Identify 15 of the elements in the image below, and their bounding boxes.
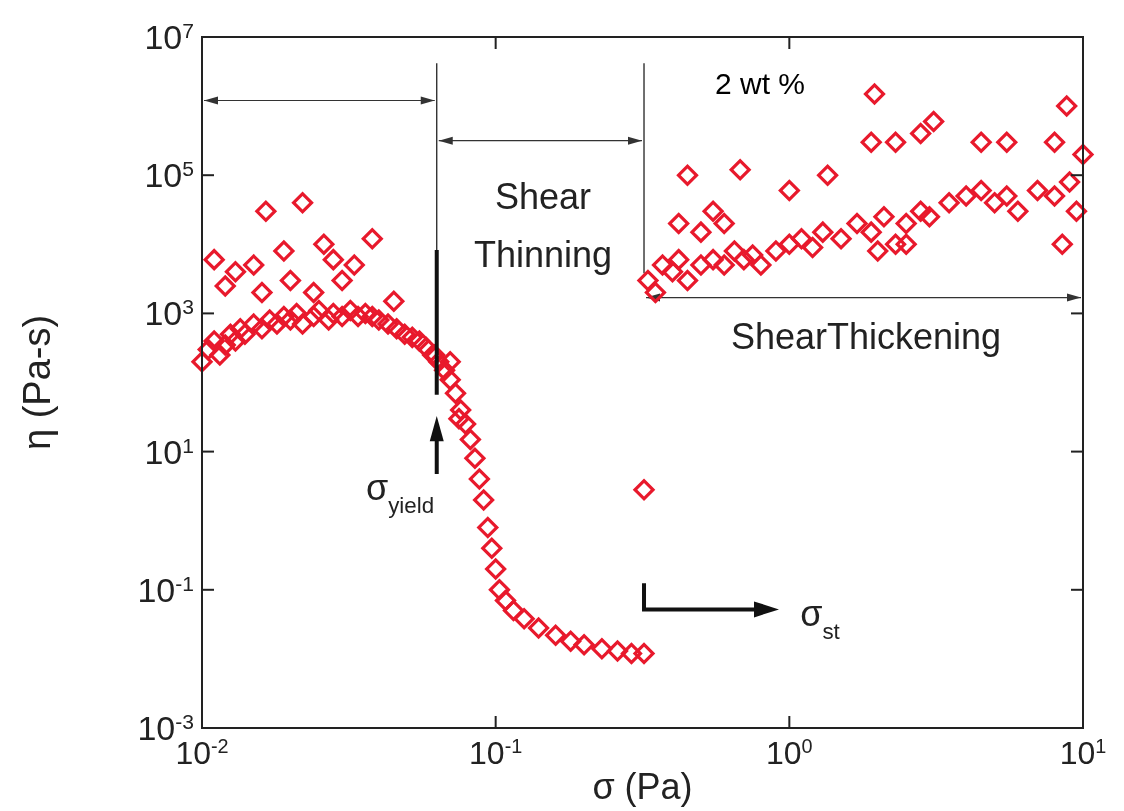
y-tick-label: 10$^{7}$ bbox=[144, 18, 194, 56]
x-axis-title: σ (Pa) bbox=[592, 766, 693, 807]
annotation: 2 wt % bbox=[714, 66, 806, 100]
x-tick-label: 10$^{1}$ bbox=[1059, 735, 1107, 771]
annotation: Shear Thinning bbox=[473, 176, 613, 276]
y-tick-label: 10$^{3}$ bbox=[144, 294, 194, 333]
y-tick-label: 10$^{5}$ bbox=[144, 156, 194, 195]
y-tick-label: 10$^{-1}$ bbox=[137, 570, 194, 609]
annotation: σ$_{st}$ bbox=[800, 593, 841, 644]
y-tick-label: 10$^{1}$ bbox=[144, 432, 194, 471]
x-tick-label: 10$^{0}$ bbox=[766, 735, 813, 771]
y-axis-title: η (Pa-s) bbox=[16, 314, 58, 451]
annotation: ShearThickening bbox=[730, 315, 1002, 357]
annotation: σ$_{yield}$ bbox=[365, 467, 435, 518]
x-tick-label: 10$^{-1}$ bbox=[469, 735, 523, 771]
